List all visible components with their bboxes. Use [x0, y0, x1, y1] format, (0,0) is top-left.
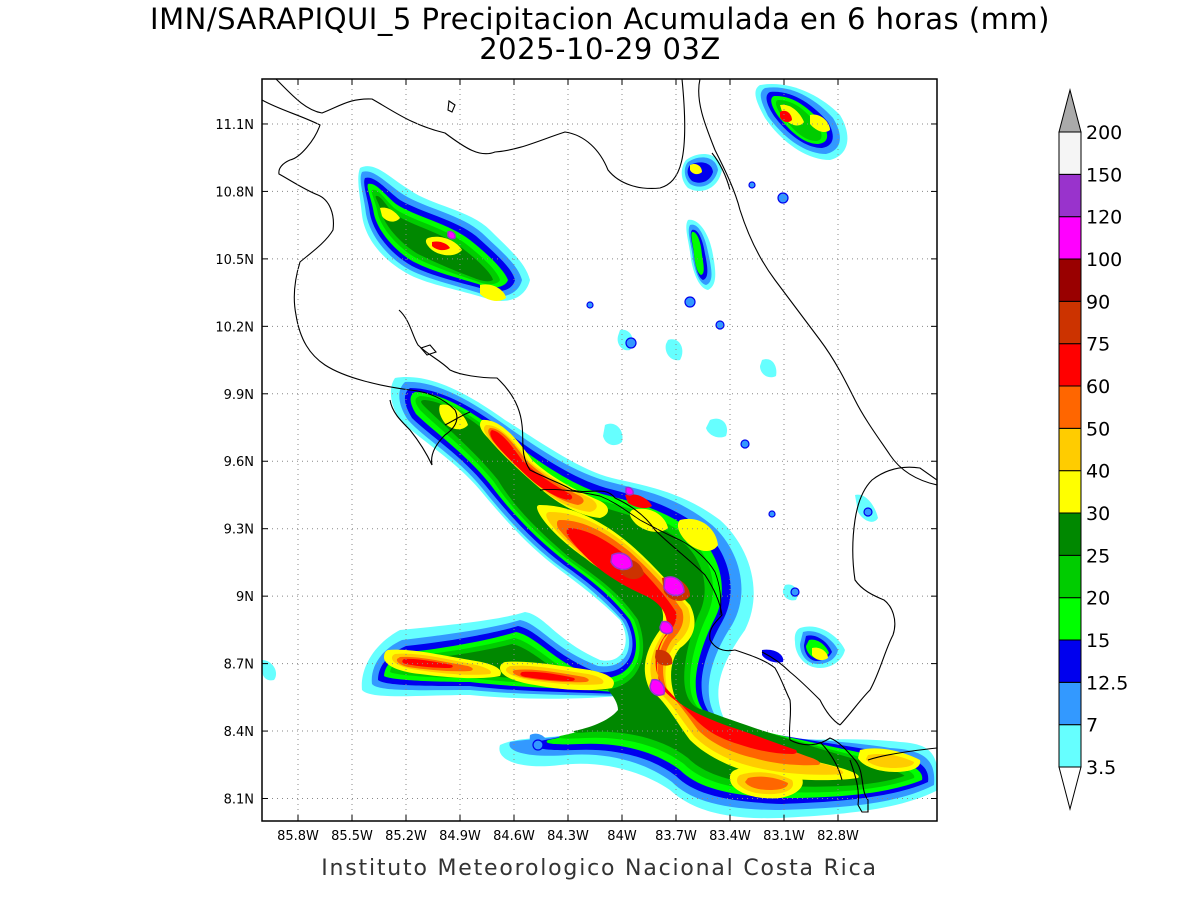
footer-credit: Instituto Meteorologico Nacional Costa R…	[321, 856, 878, 881]
colorbar-swatch	[1058, 427, 1082, 472]
colorbar-swatch	[1058, 724, 1082, 768]
colorbar-swatch	[1058, 681, 1082, 726]
precipitation-field	[262, 84, 937, 819]
lat-tick-label: 8.4N	[224, 725, 254, 740]
lon-tick-label: 85.5W	[331, 829, 373, 844]
lat-tick-label: 8.1N	[224, 793, 254, 808]
lat-tick-label: 10.8N	[215, 185, 254, 200]
lon-tick-label: 84W	[607, 829, 637, 844]
colorbar-label: 90	[1086, 291, 1110, 313]
colorbar-label: 100	[1086, 249, 1122, 271]
latitude-axis: 8.1N 8.4N 8.7N 9N 9.3N 9.6N 9.9N 10.2N 10.5N 10.8…	[215, 118, 937, 808]
map-title: IMN/SARAPIQUI_5 Precipitacion Acumulada …	[150, 2, 1050, 36]
colorbar-swatch	[1058, 597, 1082, 641]
lon-tick-label: 85.2W	[385, 829, 427, 844]
colorbar-swatch	[1058, 512, 1082, 556]
longitude-axis: 85.8W 85.5W 85.2W 84.9W 84.6W 84.3W 84W 83.7W 83…	[277, 79, 859, 844]
lon-tick-label: 84.6W	[493, 829, 535, 844]
colorbar-label: 40	[1086, 461, 1110, 483]
colorbar-over-triangle	[1058, 88, 1082, 133]
colorbar-label: 12.5	[1086, 672, 1128, 694]
lon-tick-label: 83.7W	[655, 829, 697, 844]
colorbar-swatch	[1058, 300, 1082, 345]
colorbar-label: 7	[1086, 715, 1098, 737]
colorbar-swatch	[1058, 385, 1082, 429]
colorbar-swatch	[1058, 216, 1082, 260]
country-borders	[539, 489, 722, 616]
colorbar-swatch	[1058, 131, 1082, 175]
colorbar-swatch	[1058, 554, 1082, 599]
lon-tick-label: 85.8W	[277, 829, 319, 844]
colorbar-label: 75	[1086, 334, 1110, 356]
colorbar-swatch	[1058, 343, 1082, 387]
colorbar-label: 15	[1086, 630, 1110, 652]
colorbar-label: 25	[1086, 545, 1110, 567]
colorbar: 3.5 7 12.5 15 20 25 30 40 50 60 75 90 100 120 150 200	[1058, 88, 1128, 811]
colorbar-label: 30	[1086, 503, 1110, 525]
colorbar-swatch	[1058, 470, 1082, 514]
colorbar-label: 3.5	[1086, 757, 1116, 779]
lon-tick-label: 83.4W	[709, 829, 751, 844]
map-frame	[261, 78, 938, 822]
colorbar-label: 20	[1086, 588, 1110, 610]
colorbar-under-triangle	[1058, 766, 1082, 811]
colorbar-swatch	[1058, 639, 1082, 683]
lat-tick-label: 9.3N	[224, 523, 254, 538]
lon-tick-label: 82.8W	[817, 829, 859, 844]
lat-tick-label: 9.9N	[224, 388, 254, 403]
lat-tick-label: 10.2N	[215, 320, 254, 335]
colorbar-label: 60	[1086, 376, 1110, 398]
colorbar-swatch	[1058, 173, 1082, 218]
colorbar-label: 120	[1086, 207, 1122, 229]
map-subtitle: 2025-10-29 03Z	[479, 32, 721, 66]
lat-tick-label: 8.7N	[224, 658, 254, 673]
lat-tick-label: 9N	[236, 590, 254, 605]
lon-tick-label: 84.9W	[439, 829, 481, 844]
lat-tick-label: 10.5N	[215, 253, 254, 268]
lat-tick-label: 9.6N	[224, 455, 254, 470]
colorbar-label: 150	[1086, 164, 1122, 186]
colorbar-label: 200	[1086, 122, 1122, 144]
colorbar-label: 50	[1086, 418, 1110, 440]
colorbar-swatch	[1058, 258, 1082, 302]
lon-tick-label: 84.3W	[547, 829, 589, 844]
lat-tick-label: 11.1N	[215, 118, 254, 133]
lat-lon-grid	[262, 79, 937, 821]
lon-tick-label: 83.1W	[763, 829, 805, 844]
coastlines	[262, 79, 937, 813]
